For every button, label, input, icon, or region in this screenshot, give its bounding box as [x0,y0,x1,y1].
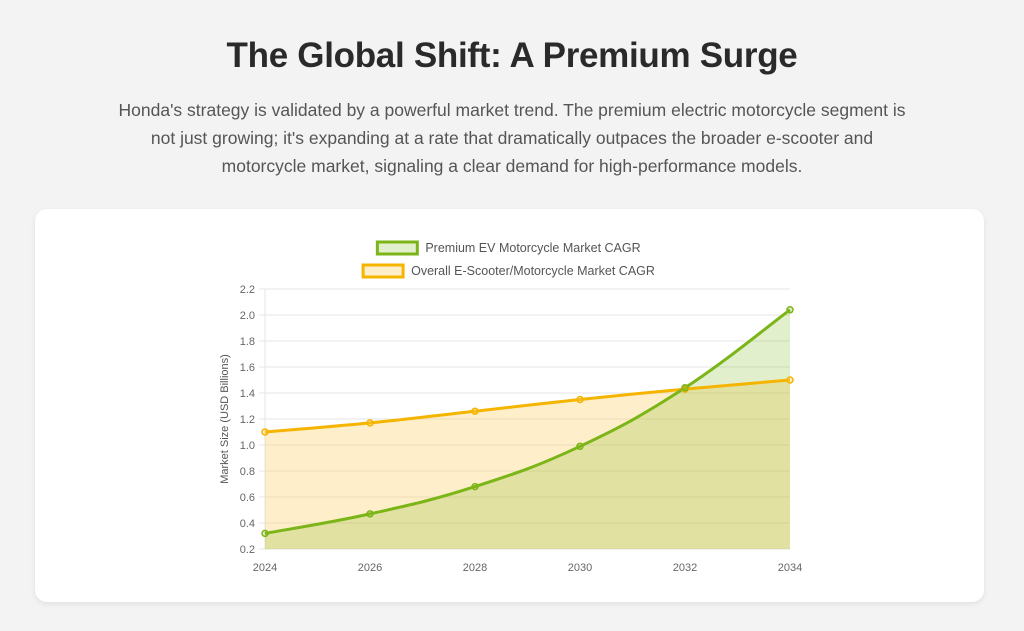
line-premium [264,308,791,535]
legend-swatch [375,240,419,256]
y-tick-label: 0.8 [240,466,255,478]
x-tick-label: 2026 [358,562,382,574]
data-point [366,510,374,518]
area-premium [265,309,790,549]
data-point [681,384,689,392]
y-tick-label: 1.8 [240,336,255,348]
data-point [576,395,584,404]
line-overall [264,378,791,434]
chart-card: 0.2 0.4 0.6 0.8 1.0 1.2 1.4 1.6 1.8 2.0 2.2 2024 20… [35,209,984,602]
y-tick-label: 2.0 [240,310,255,322]
x-tick-label: 2030 [568,562,592,574]
legend-swatch [361,263,405,279]
data-point [471,407,479,415]
legend-item[interactable]: Premium EV Motorcycle Market CAGR [375,240,641,256]
y-tick-label: 0.4 [240,518,255,530]
legend-item[interactable]: Overall E-Scooter/Motorcycle Market CAGR [361,263,655,279]
data-point [366,419,374,427]
series-points [261,306,794,538]
x-tick-label: 2024 [253,562,277,574]
y-tick-label: 1.2 [240,414,255,426]
data-point [261,529,269,538]
data-point [471,482,479,491]
y-tick-label: 1.4 [240,388,255,400]
series-lines [264,308,791,535]
y-tick-label: 0.2 [240,544,255,556]
y-tick-label: 1.6 [240,362,255,374]
grid [259,288,790,550]
legend-label: Premium EV Motorcycle Market CAGR [425,241,640,255]
data-point [576,442,584,451]
market-size-chart: 0.20.40.60.81.01.21.41.61.82.02.2 2024 20… [219,240,802,574]
y-tick-label: 2.2 [240,284,255,296]
y-axis-label: Market Size (USD Billions) [219,354,231,484]
data-point [786,376,794,384]
legend: Premium EV Motorcycle Market CAGR Overall… [361,240,655,279]
x-tick-label: 2032 [673,562,697,574]
page-subtitle: Honda's strategy is validated by a power… [118,100,906,176]
page-title: The Global Shift: A Premium Surge [226,36,798,75]
y-tick-label: 1.0 [240,440,255,452]
x-tick-label: 2028 [463,562,487,574]
data-point [261,428,269,436]
series-areas [265,309,790,549]
y-tick-label: 0.6 [240,492,255,504]
x-tick-label: 2034 [778,562,802,574]
x-axis-ticks: 2024 2026 2028 2030 2032 2034 [253,562,802,574]
y-axis-ticks: 0.2 0.4 0.6 0.8 1.0 1.2 1.4 1.6 1.8 2.0 2.2 [240,284,255,556]
data-point [786,306,794,314]
legend-label: Overall E-Scooter/Motorcycle Market CAGR [411,264,655,278]
